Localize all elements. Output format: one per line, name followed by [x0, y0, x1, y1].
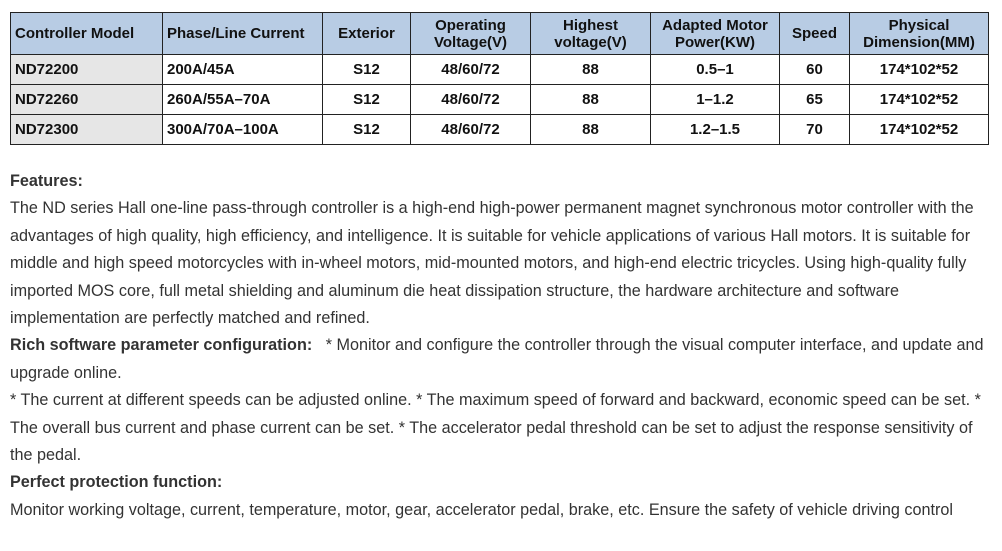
table-cell: S12	[322, 114, 411, 145]
header-cell: Exterior	[322, 12, 411, 55]
table-cell: 88	[530, 54, 651, 85]
table-cell: 88	[530, 114, 651, 145]
header-cell: Physical Dimension(MM)	[849, 12, 989, 55]
table-cell: 60	[779, 54, 850, 85]
product-description: Features: The ND series Hall one-line pa…	[10, 168, 995, 524]
table-row: ND72260 260A/55A–70A S12 48/60/72 88 1–1.2 65 1…	[10, 84, 989, 115]
model-cell: ND72300	[10, 114, 163, 145]
features-text: The ND series Hall one-line pass-through…	[10, 199, 974, 328]
software-heading: Rich software parameter configuration:	[10, 336, 313, 355]
table-cell: 88	[530, 84, 651, 115]
controller-spec-table: Controller Model Phase/Line Current Exte…	[10, 12, 989, 145]
header-cell: Speed	[779, 12, 850, 55]
features-heading: Features:	[10, 172, 83, 190]
table-cell: 174*102*52	[849, 54, 989, 85]
table-cell: 260A/55A–70A	[162, 84, 323, 115]
table-cell: 174*102*52	[849, 114, 989, 145]
table-cell: S12	[322, 84, 411, 115]
table-cell: 70	[779, 114, 850, 145]
table-header-row: Controller Model Phase/Line Current Exte…	[10, 12, 989, 55]
table-cell: 65	[779, 84, 850, 115]
model-cell: ND72260	[10, 84, 163, 115]
table-cell: 48/60/72	[410, 54, 531, 85]
protection-heading: Perfect protection function:	[10, 473, 223, 492]
table-row: ND72300 300A/70A–100A S12 48/60/72 88 1.2–1.5…	[10, 114, 989, 145]
software-text: * Monitor and configure the controller t…	[10, 336, 989, 382]
table-cell: 48/60/72	[410, 84, 531, 115]
table-cell: S12	[322, 54, 411, 85]
header-cell: Controller Model	[10, 12, 163, 55]
header-cell: Highest voltage(V)	[530, 12, 651, 55]
table-row: ND72200 200A/45A S12 48/60/72 88 0.5–1 60 174*1…	[10, 54, 989, 85]
header-cell: Phase/Line Current	[162, 12, 323, 55]
table-cell: 174*102*52	[849, 84, 989, 115]
table-cell: 1.2–1.5	[650, 114, 780, 145]
header-cell: Operating Voltage(V)	[410, 12, 531, 55]
table-cell: 1–1.2	[650, 84, 780, 115]
table-cell: 48/60/72	[410, 114, 531, 145]
software-text-2: * The current at different speeds can be…	[10, 391, 981, 465]
table-cell: 200A/45A	[162, 54, 323, 85]
header-cell: Adapted Motor Power(KW)	[650, 12, 780, 55]
table-cell: 300A/70A–100A	[162, 114, 323, 145]
table-cell: 0.5–1	[650, 54, 780, 85]
model-cell: ND72200	[10, 54, 163, 85]
protection-text: Monitor working voltage, current, temper…	[10, 500, 953, 519]
